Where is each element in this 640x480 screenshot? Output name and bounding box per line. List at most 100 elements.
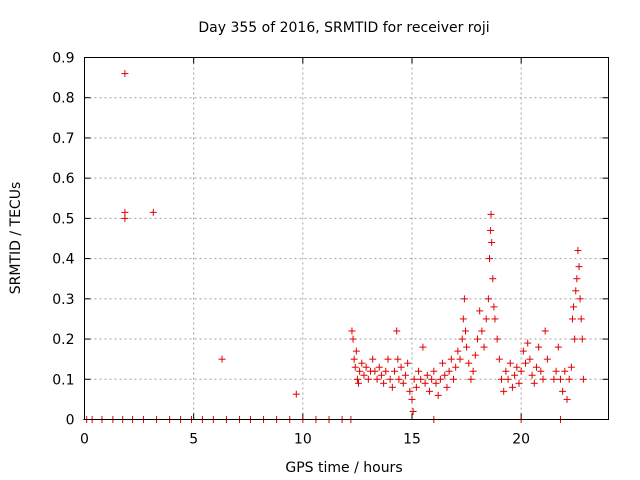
data-point — [502, 367, 510, 375]
data-point — [443, 383, 451, 391]
data-point — [493, 335, 501, 343]
data-point — [565, 375, 573, 383]
axis-ticks — [84, 57, 609, 420]
data-point — [425, 387, 433, 395]
y-tick-label: 0.2 — [52, 332, 74, 348]
data-point — [537, 367, 545, 375]
data-point — [459, 315, 467, 323]
data-point — [539, 375, 547, 383]
data-point — [377, 371, 385, 379]
y-tick-label: 0.6 — [52, 171, 74, 187]
data-point — [362, 363, 370, 371]
data-point — [388, 383, 396, 391]
data-point — [550, 375, 558, 383]
data-point — [517, 367, 525, 375]
y-tick-label: 0.5 — [52, 211, 74, 227]
data-point — [121, 208, 129, 216]
data-point — [554, 343, 562, 351]
chart-title: Day 355 of 2016, SRMTID for receiver roj… — [198, 20, 489, 36]
data-point — [375, 363, 383, 371]
data-point — [369, 355, 377, 363]
data-point — [421, 379, 429, 387]
data-point — [121, 214, 129, 222]
data-point — [559, 387, 567, 395]
data-point — [349, 335, 357, 343]
data-point — [401, 371, 409, 379]
data-point — [356, 367, 364, 375]
y-tick-label: 0.4 — [52, 252, 74, 268]
y-axis-label: SRMTID / TECUs — [8, 182, 24, 295]
data-point — [530, 379, 538, 387]
data-point — [382, 367, 390, 375]
data-point — [511, 371, 519, 379]
data-point — [412, 383, 420, 391]
data-point — [436, 375, 444, 383]
data-point — [465, 359, 473, 367]
data-point — [409, 407, 417, 415]
data-point — [486, 255, 494, 263]
data-point — [487, 226, 495, 234]
data-point — [358, 359, 366, 367]
x-tick-label: 20 — [512, 432, 530, 448]
x-axis-label: GPS time / hours — [285, 460, 402, 476]
data-point — [348, 327, 356, 335]
data-point — [449, 375, 457, 383]
data-point — [399, 379, 407, 387]
data-point — [149, 208, 157, 216]
data-point — [428, 375, 436, 383]
y-tick-labels: 0 0.1 0.2 0.3 0.4 0.5 0.6 0.7 0.8 0.9 — [52, 51, 74, 429]
x-tick-label: 15 — [403, 432, 421, 448]
data-point — [574, 247, 582, 255]
data-point — [353, 375, 361, 383]
data-point — [417, 375, 425, 383]
data-point — [471, 351, 479, 359]
data-point — [121, 70, 129, 78]
data-point — [578, 335, 586, 343]
data-point — [543, 355, 551, 363]
data-point — [364, 375, 372, 383]
data-point — [408, 395, 416, 403]
data-point — [491, 315, 499, 323]
plot-frame — [84, 57, 609, 420]
data-point — [410, 375, 418, 383]
data-point — [355, 379, 363, 387]
data-point — [552, 367, 560, 375]
data-point — [508, 383, 516, 391]
data-point — [515, 379, 523, 387]
y-tick-label: 0.7 — [52, 131, 74, 147]
data-point — [506, 359, 514, 367]
data-point — [541, 327, 549, 335]
data-point — [441, 371, 449, 379]
y-tick-label: 0.3 — [52, 292, 74, 308]
data-point — [415, 367, 423, 375]
data-point — [350, 355, 358, 363]
data-point — [576, 295, 584, 303]
data-point — [577, 315, 585, 323]
data-point — [391, 367, 399, 375]
data-point — [571, 335, 579, 343]
data-point — [373, 375, 381, 383]
data-point — [352, 347, 360, 355]
data-point — [360, 371, 368, 379]
data-point — [461, 327, 469, 335]
data-point — [490, 303, 498, 311]
x-tick-label: 0 — [80, 432, 89, 448]
data-point — [218, 355, 226, 363]
data-point — [567, 363, 575, 371]
data-point — [371, 367, 379, 375]
data-point — [570, 303, 578, 311]
data-point — [478, 327, 486, 335]
data-point — [432, 379, 440, 387]
data-point — [469, 367, 477, 375]
data-point — [526, 355, 534, 363]
data-point — [384, 355, 392, 363]
data-point — [454, 347, 462, 355]
data-point — [500, 387, 508, 395]
grid — [84, 57, 609, 420]
data-point — [395, 375, 403, 383]
data-point — [524, 339, 532, 347]
data-point — [445, 367, 453, 375]
data-point — [458, 335, 466, 343]
data-point — [423, 371, 431, 379]
